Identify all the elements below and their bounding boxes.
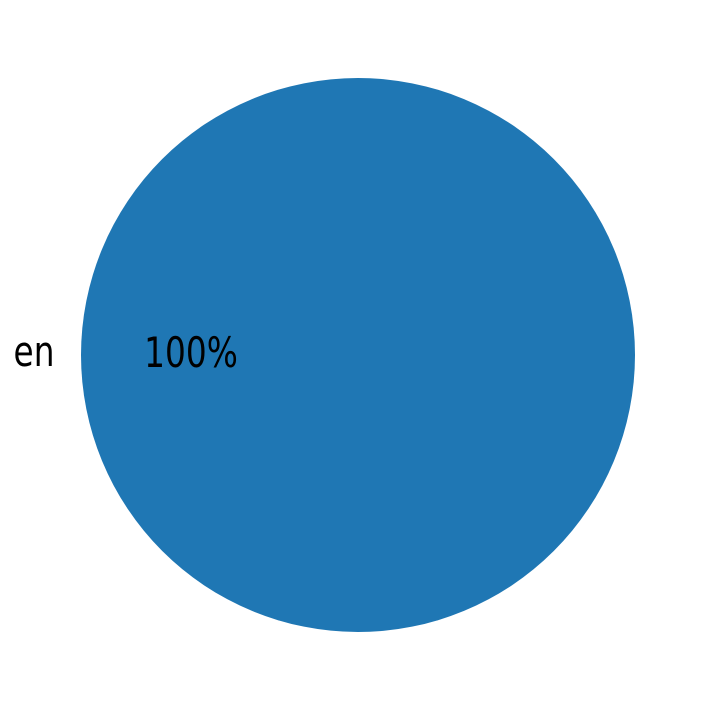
pie-slice-en <box>81 78 635 632</box>
slice-label: en <box>2 331 54 373</box>
slice-label-text: en <box>13 327 54 376</box>
percent-label-text: 100% <box>144 328 238 377</box>
percent-label: 100% <box>131 332 251 374</box>
